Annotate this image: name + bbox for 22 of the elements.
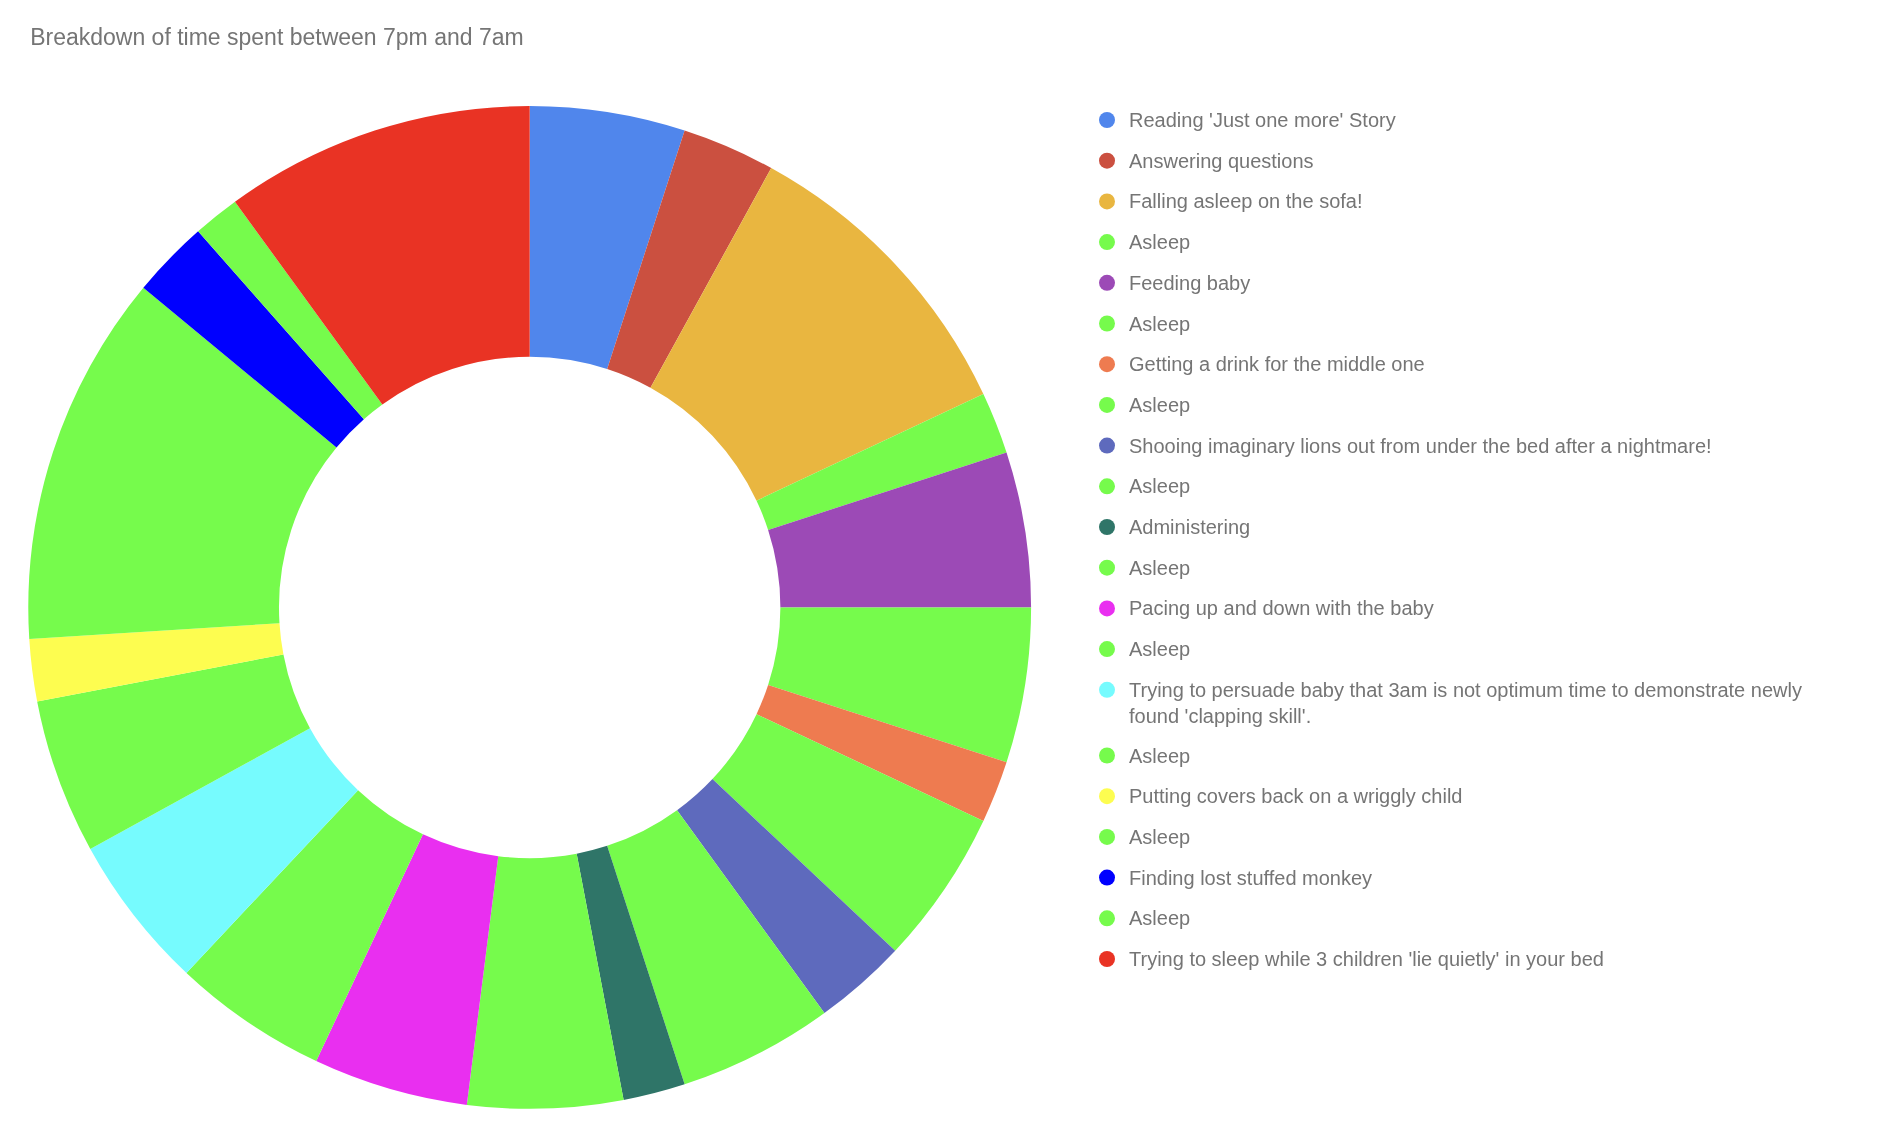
legend-label: Asleep [1129,745,1191,767]
legend-label: Finding lost stuffed monkey [1129,867,1373,889]
legend-label: Asleep [1129,638,1191,660]
legend-label: Asleep [1129,557,1191,579]
legend-label: Asleep [1129,231,1191,253]
legend-label: Feeding baby [1129,272,1251,294]
legend-label: Pacing up and down with the baby [1129,597,1434,619]
legend-label: Falling asleep on the sofa! [1129,190,1363,212]
legend-label: Administering [1129,516,1251,538]
legend-label: Asleep [1129,907,1191,929]
legend-label: Asleep [1129,475,1191,497]
legend-label: Asleep [1129,313,1191,335]
legend-label: Shooing imaginary lions out from under the bed after a nightmare! [1129,435,1712,457]
legend-label: Asleep [1129,826,1191,848]
legend-label: Asleep [1129,394,1191,416]
legend-label: Getting a drink for the middle one [1129,353,1425,375]
legend-label: Trying to sleep while 3 children 'lie quietly' in your bed [1129,948,1604,970]
legend-label: Answering questions [1129,150,1314,172]
legend-label: Putting covers back on a wriggly child [1129,785,1463,807]
chart-title: Breakdown of time spent between 7pm and 7am [30,23,524,50]
legend-label: Reading 'Just one more' Story [1129,109,1396,131]
legend-label: Trying to persuade baby that 3am is not optimum time to demonstrate newly found 'clapping skill'. [1129,679,1802,727]
